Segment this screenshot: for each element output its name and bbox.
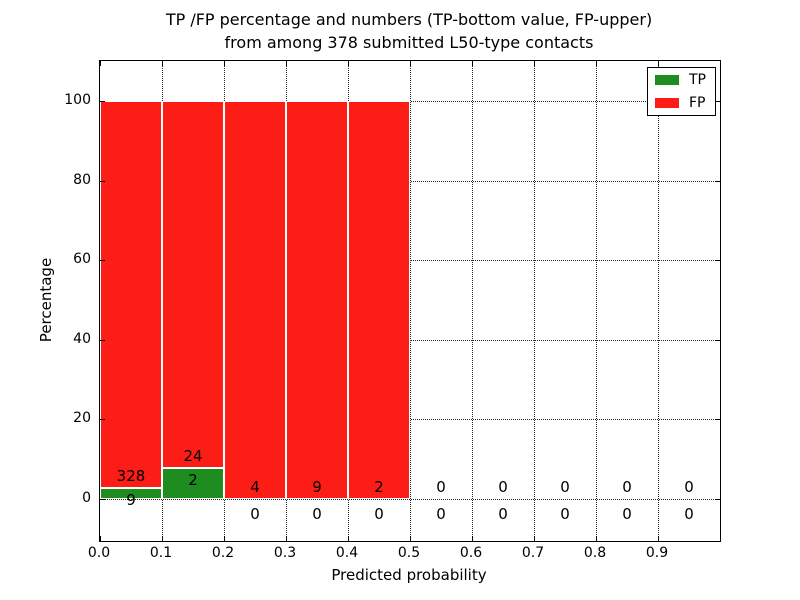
legend-item-tp: TP — [648, 70, 715, 90]
gridline-vertical — [534, 61, 535, 541]
x-tick-mark — [472, 61, 473, 66]
x-tick-label: 0.0 — [87, 545, 111, 561]
x-tick-label: 0.1 — [149, 545, 173, 561]
tp-count-label: 0 — [312, 505, 322, 523]
x-tick-label: 0.4 — [335, 545, 359, 561]
tp-count-label: 0 — [684, 505, 694, 523]
plot-area: TP FP 328 9 24 2 4 0 9 0 2 0 0 0 0 0 0 0 0 0 0 0 — [99, 60, 721, 542]
x-tick-mark — [286, 536, 287, 541]
x-tick-mark — [348, 61, 349, 66]
y-tick-mark — [100, 339, 105, 341]
y-tick-label: 60 — [73, 251, 91, 268]
x-tick-label: 0.6 — [459, 545, 483, 561]
fp-count-label: 0 — [622, 478, 632, 496]
x-tick-mark — [348, 536, 349, 541]
tp-count-label: 2 — [188, 471, 198, 490]
y-tick-mark — [100, 180, 105, 182]
legend-item-fp: FP — [648, 93, 715, 113]
bar-segment-fp — [286, 101, 348, 499]
x-tick-mark — [162, 61, 163, 66]
x-tick-mark — [472, 536, 473, 541]
y-tick-mark — [100, 499, 105, 500]
x-tick-mark — [534, 536, 535, 541]
bar-segment-fp — [100, 101, 162, 489]
fp-count-label: 0 — [498, 478, 508, 496]
x-tick-mark — [596, 61, 597, 66]
tp-count-label: 0 — [622, 505, 632, 523]
y-tick-mark — [715, 260, 720, 262]
y-tick-label: 80 — [73, 171, 91, 188]
x-tick-mark — [224, 536, 225, 541]
x-tick-mark — [596, 536, 597, 541]
tp-count-label: 9 — [126, 491, 136, 510]
y-axis-label: Percentage — [37, 257, 55, 343]
tp-count-label: 0 — [436, 505, 446, 523]
chart-title: TP /FP percentage and numbers (TP-bottom… — [99, 8, 719, 54]
gridline-vertical — [472, 61, 473, 541]
fp-count-label: 2 — [374, 478, 384, 496]
y-tick-label: 40 — [73, 330, 91, 347]
y-tick-mark — [100, 260, 105, 262]
bar-segment-tp — [100, 488, 162, 499]
y-tick-mark — [715, 180, 720, 182]
x-tick-mark — [410, 61, 411, 66]
x-tick-mark — [224, 61, 225, 66]
tp-count-label: 0 — [374, 505, 384, 523]
tp-count-label: 0 — [250, 505, 260, 523]
fp-count-label: 9 — [312, 478, 322, 496]
x-tick-mark — [286, 61, 287, 66]
x-tick-mark — [100, 536, 101, 541]
tp-color-swatch — [655, 75, 679, 85]
fp-count-label: 0 — [684, 478, 694, 496]
x-tick-label: 0.7 — [521, 545, 545, 561]
tp-count-label: 0 — [498, 505, 508, 523]
fp-color-swatch — [655, 98, 679, 108]
y-tick-label: 0 — [82, 490, 91, 506]
x-axis-label: Predicted probability — [331, 566, 487, 584]
x-tick-mark — [658, 61, 659, 66]
x-tick-mark — [658, 536, 659, 541]
x-tick-label: 0.5 — [397, 545, 421, 561]
fp-count-label: 24 — [183, 447, 203, 466]
x-tick-mark — [162, 536, 163, 541]
legend-label-tp: TP — [689, 72, 706, 88]
fp-count-label: 328 — [116, 467, 146, 486]
y-tick-label: 20 — [73, 410, 91, 427]
y-tick-mark — [100, 419, 105, 421]
x-tick-label: 0.3 — [273, 545, 297, 561]
y-tick-mark — [715, 499, 720, 500]
x-tick-mark — [410, 536, 411, 541]
gridline-vertical — [596, 61, 597, 541]
y-tick-mark — [715, 419, 720, 421]
tp-count-label: 0 — [560, 505, 570, 523]
bar-segment-fp — [162, 101, 224, 469]
bar-segment-fp — [224, 101, 286, 499]
x-tick-label: 0.2 — [211, 545, 235, 561]
x-tick-label: 0.9 — [645, 545, 669, 561]
y-tick-mark — [715, 101, 720, 102]
gridline-vertical — [658, 61, 659, 541]
fp-count-label: 0 — [436, 478, 446, 496]
y-tick-mark — [100, 101, 105, 102]
legend: TP FP — [647, 67, 716, 116]
x-tick-label: 0.8 — [583, 545, 607, 561]
fp-count-label: 0 — [560, 478, 570, 496]
x-tick-mark — [100, 61, 101, 66]
bar-segment-fp — [348, 101, 410, 499]
legend-label-fp: FP — [689, 95, 706, 111]
chart-title-line1: TP /FP percentage and numbers (TP-bottom… — [165, 10, 653, 29]
chart-title-line2: from among 378 submitted L50-type contac… — [224, 33, 594, 52]
gridline-vertical — [410, 61, 411, 541]
y-tick-mark — [715, 339, 720, 341]
fp-count-label: 4 — [250, 478, 260, 496]
x-tick-mark — [534, 61, 535, 66]
y-tick-label: 100 — [64, 92, 91, 108]
bar-segment-tp — [162, 468, 224, 499]
